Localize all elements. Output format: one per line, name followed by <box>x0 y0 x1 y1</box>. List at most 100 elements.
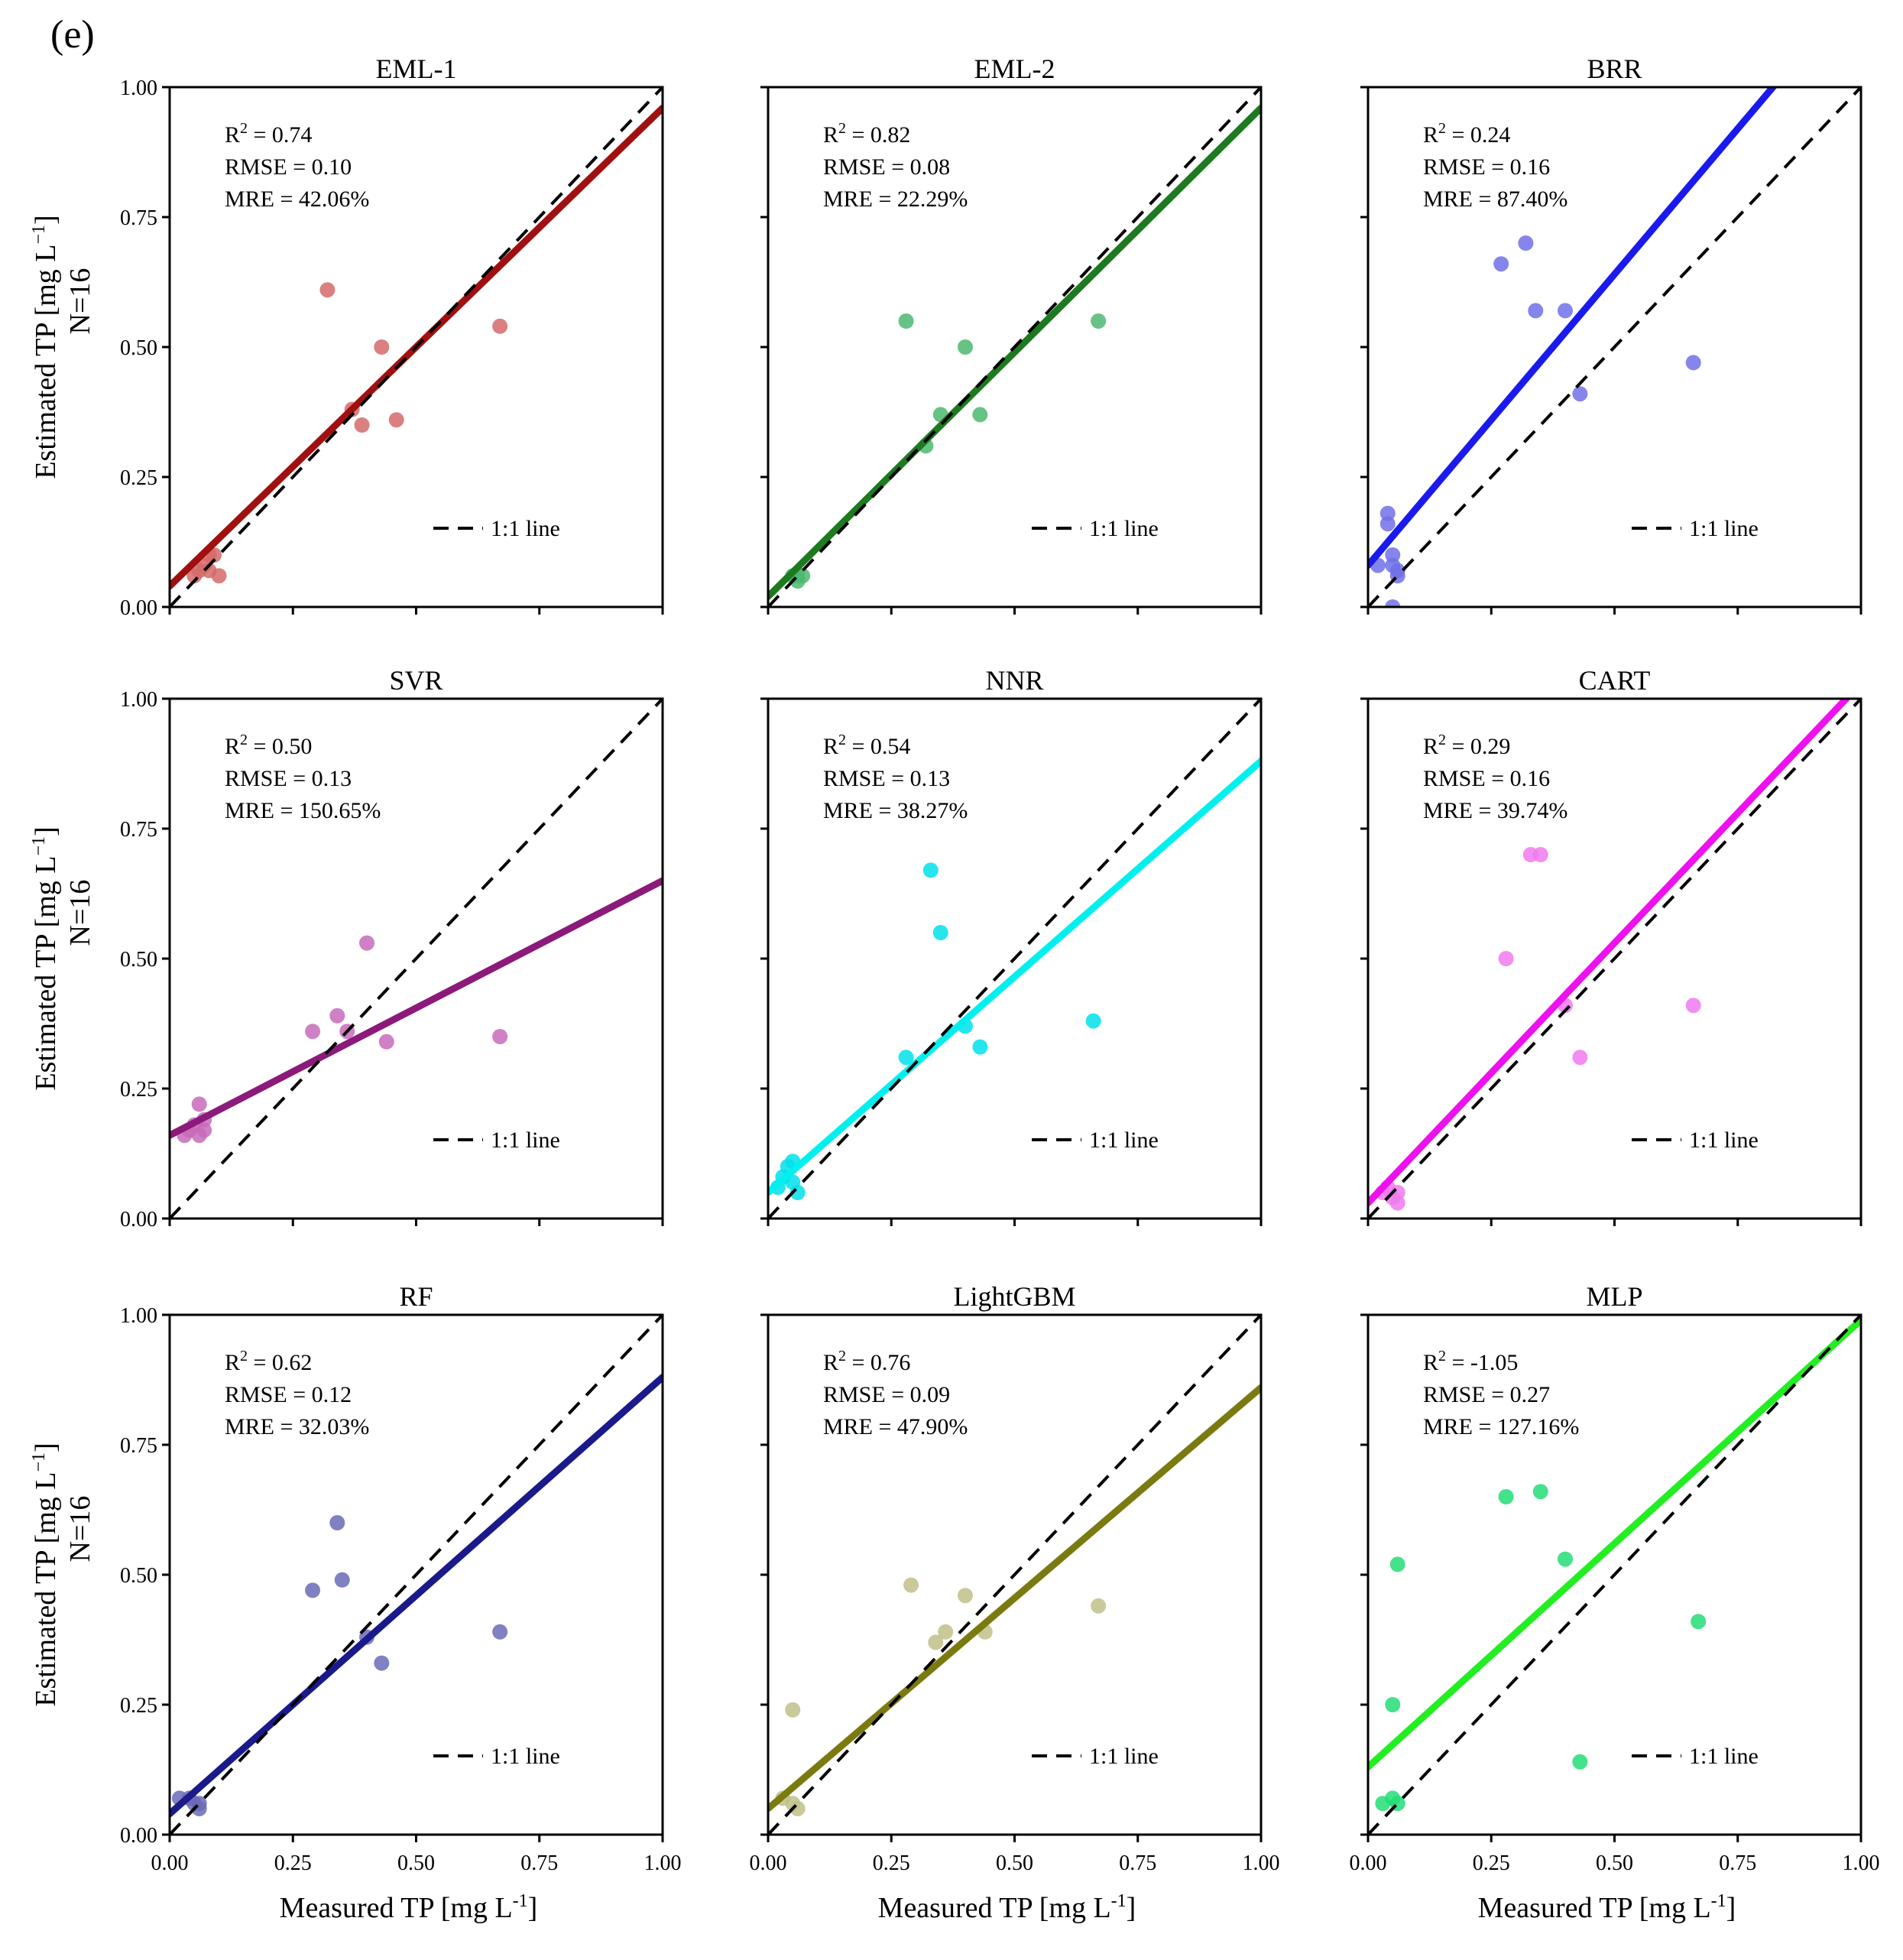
sample-size-label: N=16 <box>64 880 96 946</box>
r2-stat: R2 = 0.24 <box>1423 120 1510 148</box>
plot-area <box>170 87 663 607</box>
data-point <box>388 412 404 428</box>
rmse-stat: RMSE = 0.12 <box>225 1382 352 1407</box>
chart-title: NNR <box>985 665 1043 696</box>
mre-stat: MRE = 47.90% <box>823 1414 968 1439</box>
y-tick-label: 0.50 <box>120 1564 157 1588</box>
chart-title: RF <box>399 1281 433 1312</box>
chart-title: EML-1 <box>376 54 457 84</box>
panel-label: (e) <box>50 13 95 57</box>
mre-stat: MRE = 39.74% <box>1423 798 1567 823</box>
r2-stat: R2 = 0.76 <box>823 1348 910 1375</box>
data-point <box>1085 1013 1101 1029</box>
legend-label: 1:1 line <box>491 1128 560 1153</box>
rmse-stat: RMSE = 0.13 <box>225 766 352 791</box>
panel-cart: CART R2 = 0.29 RMSE = 0.16 MRE = 39.74% 1:1 … <box>1360 665 1862 1226</box>
plot-area <box>1368 1315 1861 1835</box>
panel-lightgbm: LightGBM 0.00 0.25 0.50 0.75 1.00 R2 = 0.76 RMS… <box>750 1281 1280 1924</box>
legend-label: 1:1 line <box>1089 516 1159 541</box>
data-point <box>329 1008 345 1024</box>
data-point <box>378 1034 394 1050</box>
r2-stat: R2 = -1.05 <box>1423 1348 1518 1375</box>
data-point <box>958 339 973 355</box>
data-point <box>305 1582 321 1598</box>
data-point <box>201 563 217 579</box>
data-point <box>1685 355 1701 371</box>
data-point <box>1493 256 1509 272</box>
chart-title: CART <box>1579 665 1651 696</box>
data-point <box>789 1801 806 1816</box>
panels: EML-1 0.00 0.25 0.50 0.75 1.00 R2 = 0.74 RMSE =… <box>29 54 1880 1924</box>
x-tick-label: 1.00 <box>1243 1851 1280 1875</box>
x-tick-label: 0.25 <box>873 1851 910 1875</box>
data-point <box>1498 951 1514 966</box>
x-tick-label: 0.00 <box>151 1851 189 1875</box>
x-tick-label: 0.00 <box>1350 1851 1387 1875</box>
panel-mlp: MLP 0.00 0.25 0.50 0.75 1.00 R2 = -1.05 RMSE = … <box>1350 1281 1880 1924</box>
y-tick-label: 0.00 <box>120 1824 157 1848</box>
mre-stat: MRE = 127.16% <box>1423 1414 1579 1439</box>
data-point <box>789 573 806 589</box>
legend-label: 1:1 line <box>491 1744 560 1769</box>
chart-title: MLP <box>1586 1281 1642 1312</box>
one-to-one-line <box>1368 1315 1861 1835</box>
data-point <box>305 1024 321 1040</box>
y-tick-label: 0.50 <box>120 336 157 360</box>
y-tick-label: 0.25 <box>120 1078 157 1102</box>
data-point <box>972 1039 988 1055</box>
data-point <box>1385 599 1401 607</box>
x-tick-label: 1.00 <box>1843 1851 1880 1875</box>
data-point <box>922 862 939 878</box>
r2-stat: R2 = 0.74 <box>225 120 312 148</box>
one-to-one-line <box>170 1315 663 1835</box>
data-point <box>1685 998 1701 1014</box>
rmse-stat: RMSE = 0.13 <box>823 766 950 791</box>
one-to-one-line <box>170 87 663 607</box>
plot-area <box>1368 87 1861 607</box>
y-tick-label: 1.00 <box>120 1304 157 1328</box>
mre-stat: MRE = 150.65% <box>225 798 381 823</box>
x-axis-label: Measured TP [mg L-1] <box>280 1891 538 1924</box>
panel-nnr: NNR R2 = 0.54 RMSE = 0.13 MRE = 38.27% 1:1 l… <box>760 665 1263 1226</box>
data-point <box>928 1634 944 1650</box>
mre-stat: MRE = 22.29% <box>823 187 968 212</box>
data-point <box>319 282 336 298</box>
x-tick-label: 0.75 <box>1719 1851 1756 1875</box>
data-point <box>1091 1598 1107 1614</box>
x-tick-label: 1.00 <box>644 1851 682 1875</box>
data-point <box>1532 1484 1548 1500</box>
regression-line <box>1368 699 1851 1207</box>
r2-stat: R2 = 0.54 <box>823 732 910 759</box>
plot-area <box>1368 699 1861 1219</box>
legend-label: 1:1 line <box>1689 1128 1759 1153</box>
one-to-one-line <box>1368 699 1861 1219</box>
data-point <box>1385 1697 1401 1712</box>
y-axis-label: Estimated TP [mg L−1] <box>29 826 62 1090</box>
y-axis-label: Estimated TP [mg L−1] <box>29 1442 62 1706</box>
data-point <box>329 1515 345 1530</box>
data-point <box>374 1655 390 1671</box>
data-point <box>1691 1614 1707 1630</box>
data-point <box>1379 505 1396 521</box>
legend-label: 1:1 line <box>1089 1128 1159 1153</box>
y-tick-label: 0.50 <box>120 948 157 972</box>
data-point <box>932 925 948 940</box>
legend-label: 1:1 line <box>491 516 560 541</box>
data-point <box>898 1050 914 1066</box>
data-point <box>1518 235 1534 251</box>
one-to-one-line <box>768 1315 1261 1835</box>
data-point <box>1558 1551 1573 1567</box>
y-tick-label: 1.00 <box>120 76 157 100</box>
rmse-stat: RMSE = 0.16 <box>1423 154 1550 180</box>
x-tick-label: 0.75 <box>1119 1851 1156 1875</box>
mre-stat: MRE = 38.27% <box>823 798 968 823</box>
plot-area <box>170 1315 663 1835</box>
data-point <box>492 1029 508 1044</box>
y-tick-label: 0.75 <box>120 818 157 842</box>
regression-line <box>1368 1316 1861 1771</box>
x-axis-label: Measured TP [mg L-1] <box>1478 1891 1736 1924</box>
data-point <box>374 339 390 355</box>
rmse-stat: RMSE = 0.10 <box>225 154 352 180</box>
sample-size-label: N=16 <box>64 268 96 335</box>
